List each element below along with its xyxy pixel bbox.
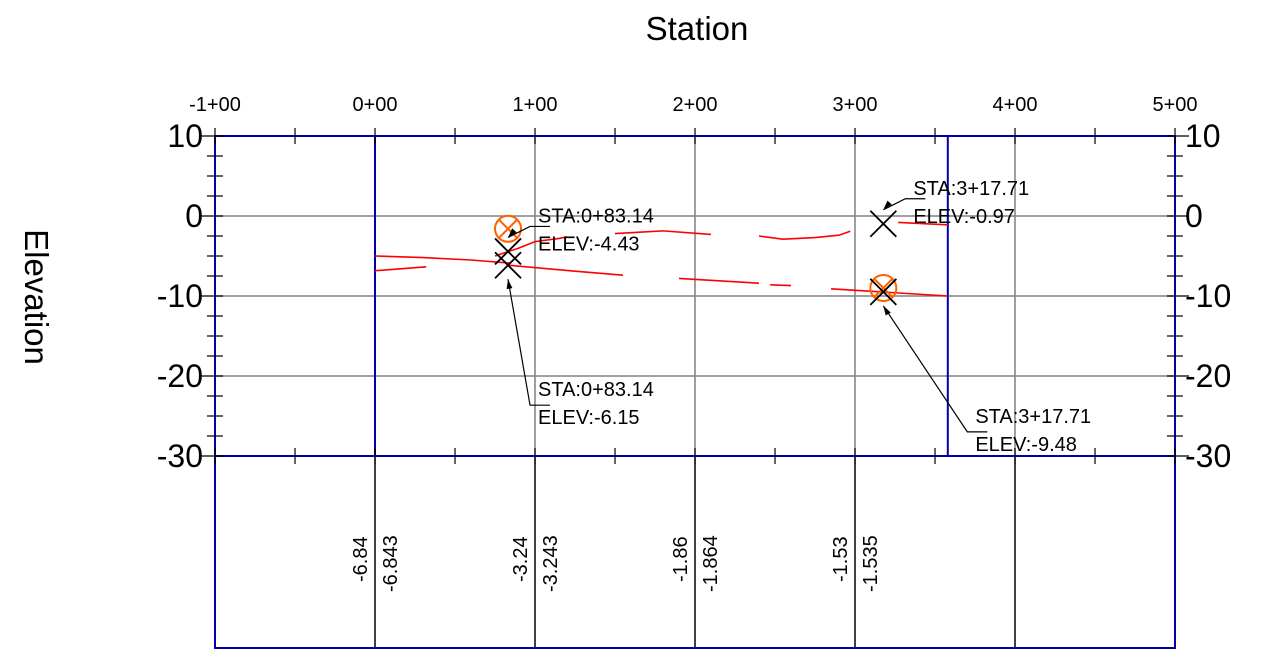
leader-arrow — [506, 279, 513, 290]
x-tick-label: 3+00 — [832, 94, 877, 116]
profile-segment — [678, 277, 760, 284]
marker-cross — [873, 278, 894, 298]
marker-cross — [869, 210, 897, 238]
profile-segment — [770, 284, 792, 287]
leader-line — [507, 225, 551, 238]
marker-circle — [869, 274, 898, 302]
x-tick-label: 2+00 — [672, 94, 717, 116]
annotation-sta: STA:0+83.14 — [538, 379, 654, 401]
leader-arrow — [883, 305, 891, 316]
y-tick-label-left: 0 — [185, 198, 203, 234]
x-marker — [494, 237, 522, 266]
annotation-elev: ELEV:-6.15 — [538, 407, 640, 429]
annotation: STA:0+83.14 ELEV:-6.15 — [506, 279, 654, 429]
band-value-right: -6.843 — [380, 535, 402, 592]
annotation-elev: ELEV:-0.97 — [913, 206, 1015, 228]
y-tick-label-left: 10 — [167, 118, 203, 154]
x-marker — [869, 278, 897, 306]
profile-segment — [614, 230, 712, 236]
profile-segment — [494, 236, 568, 257]
leader-line — [882, 305, 988, 433]
x-tick-label: 0+00 — [352, 94, 397, 116]
y-tick-label-right: -30 — [1185, 438, 1231, 474]
band-value-left: -1.86 — [670, 536, 692, 582]
band-value-left: -3.24 — [510, 536, 532, 582]
x-marker — [494, 251, 522, 279]
leader-line — [507, 279, 551, 406]
bottom-band: -6.84 -6.843 -3.24 -3.243 -1.86 -1.864 -1.53 -1… — [214, 455, 1176, 649]
profile-segment — [758, 230, 851, 241]
y-tick-label-left: -30 — [157, 438, 203, 474]
markers — [494, 210, 898, 306]
y-tick-label-right: -10 — [1185, 278, 1231, 314]
annotation-sta: STA:3+17.71 — [913, 178, 1029, 200]
annotation: STA:3+17.71 ELEV:-0.97 — [883, 178, 1029, 228]
y-tick-label-right: 0 — [1185, 198, 1203, 234]
x-axis-title: Station — [646, 10, 749, 47]
annotation-sta: STA:0+83.14 — [538, 205, 654, 227]
marker-circle — [494, 214, 523, 243]
axis-ticks: -1+00 0+00 1+00 2+00 3+00 4+00 5+00100-10-20-3… — [157, 94, 1232, 474]
band-value-left: -1.53 — [830, 536, 852, 582]
annotation-sta: STA:3+17.71 — [975, 406, 1091, 428]
marker-cross — [869, 278, 897, 306]
leader-line — [883, 198, 926, 211]
leader-arrow — [883, 200, 892, 210]
annotation: STA:3+17.71 ELEV:-9.48 — [882, 305, 1091, 456]
circle-x-marker — [494, 214, 523, 243]
leader-arrow — [508, 228, 517, 238]
band-value-left: -6.84 — [350, 536, 372, 582]
y-axis-title: Elevation — [18, 229, 55, 365]
annotations: STA:0+83.14 ELEV:-4.43 STA:0+83.14 ELEV:-6.… — [506, 178, 1091, 456]
y-tick-label-left: -10 — [157, 278, 203, 314]
x-marker — [869, 210, 897, 238]
x-tick-label: -1+00 — [189, 94, 241, 116]
x-tick-label: 1+00 — [512, 94, 557, 116]
marker-cross — [494, 237, 522, 266]
profile-segment — [830, 288, 948, 297]
marker-cross — [498, 219, 518, 239]
profile-segment — [507, 264, 624, 276]
profile-segment — [374, 255, 512, 264]
profile-segment — [374, 266, 427, 272]
marker-cross — [494, 251, 522, 279]
band-value-right: -1.864 — [700, 535, 722, 592]
y-tick-label-left: -20 — [157, 358, 203, 394]
x-tick-label: 5+00 — [1152, 94, 1197, 116]
y-tick-label-right: 10 — [1185, 118, 1221, 154]
band-value-right: -3.243 — [540, 535, 562, 592]
annotation: STA:0+83.14 ELEV:-4.43 — [507, 205, 654, 255]
x-tick-label: 4+00 — [992, 94, 1037, 116]
y-tick-label-right: -20 — [1185, 358, 1231, 394]
annotation-elev: ELEV:-9.48 — [975, 434, 1077, 456]
band-value-right: -1.535 — [860, 535, 882, 592]
circle-x-marker — [869, 274, 898, 302]
profile-series — [374, 221, 948, 297]
profile-segment — [898, 221, 948, 226]
annotation-elev: ELEV:-4.43 — [538, 233, 640, 255]
